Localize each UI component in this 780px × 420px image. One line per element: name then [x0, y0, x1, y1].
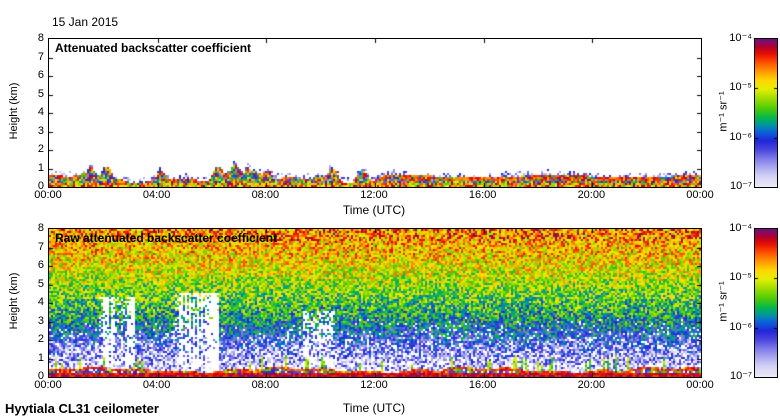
y-tick-label: 8 [37, 32, 44, 44]
x-tick-label: 04:00 [142, 379, 171, 391]
top-panel-title: Attenuated backscatter coefficient [55, 41, 252, 55]
y-tick-label: 2 [37, 143, 44, 155]
bottom-heatmap-canvas [49, 229, 701, 377]
date-title: 15 Jan 2015 [52, 15, 119, 29]
x-axis-label: Time (UTC) [342, 401, 406, 415]
x-tick-label: 12:00 [360, 379, 388, 391]
top-panel-plot: Attenuated backscatter coefficient [48, 38, 702, 188]
y-tick-label: 7 [37, 50, 44, 63]
y-tick-label: 3 [37, 124, 44, 137]
colorbar-tick-label: 10⁻⁷ [729, 179, 752, 192]
top-colorbar-canvas [755, 39, 777, 187]
x-tick-label: 16:00 [468, 189, 497, 201]
x-tick-label: 20:00 [577, 189, 606, 201]
y-tick-label: 6 [37, 259, 44, 271]
y-tick-label: 6 [37, 69, 44, 81]
x-tick-label: 00:00 [686, 189, 714, 201]
y-tick-label: 0 [37, 180, 44, 192]
x-tick-label: 00:00 [34, 189, 62, 201]
y-tick-label: 3 [37, 314, 44, 327]
y-axis-label: Height (km) [8, 272, 20, 330]
top-heatmap-canvas [49, 39, 701, 187]
x-tick-label: 04:00 [142, 189, 171, 201]
colorbar-unit-label: m⁻¹ sr⁻¹ [717, 91, 730, 132]
colorbar-tick-label: 10⁻⁷ [729, 369, 752, 382]
y-tick-label: 1 [37, 351, 44, 364]
colorbar-tick-label: 10⁻⁵ [729, 271, 752, 284]
x-tick-label: 12:00 [360, 189, 388, 201]
colorbar-tick-label: 10⁻⁵ [729, 81, 752, 94]
colorbar-tick-label: 10⁻⁴ [729, 32, 752, 44]
colorbar-tick-label: 10⁻⁶ [729, 320, 752, 333]
y-tick-label: 1 [37, 161, 44, 174]
bottom-colorbar [754, 228, 778, 378]
y-tick-label: 7 [37, 240, 44, 253]
colorbar-tick-label: 10⁻⁴ [729, 222, 752, 234]
x-tick-label: 16:00 [468, 379, 497, 391]
bottom-panel-plot: Raw attenuated backscatter coefficient [48, 228, 702, 378]
y-tick-label: 5 [37, 87, 44, 100]
y-tick-label: 2 [37, 333, 44, 345]
y-axis-label: Height (km) [8, 82, 20, 140]
y-tick-label: 0 [37, 370, 44, 382]
y-tick-label: 4 [37, 106, 44, 118]
bottom-panel-title: Raw attenuated backscatter coefficient [55, 231, 278, 245]
x-tick-label: 00:00 [34, 379, 62, 391]
instrument-footer-label: Hyytiala CL31 ceilometer [5, 401, 159, 416]
x-tick-label: 00:00 [686, 379, 714, 391]
x-tick-label: 08:00 [251, 189, 280, 201]
colorbar-unit-label: m⁻¹ sr⁻¹ [717, 281, 730, 322]
x-axis-label: Time (UTC) [342, 203, 406, 217]
bottom-colorbar-canvas [755, 229, 777, 377]
x-tick-label: 08:00 [251, 379, 280, 391]
colorbar-tick-label: 10⁻⁶ [729, 130, 752, 143]
y-tick-label: 8 [37, 222, 44, 234]
y-tick-label: 4 [37, 296, 44, 308]
y-tick-label: 5 [37, 277, 44, 290]
top-colorbar [754, 38, 778, 188]
x-tick-label: 20:00 [577, 379, 606, 391]
